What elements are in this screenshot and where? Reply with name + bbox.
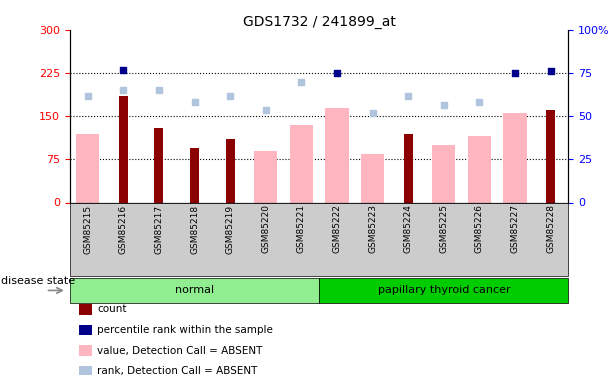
Bar bbox=[361, 154, 384, 203]
Text: disease state: disease state bbox=[1, 276, 75, 286]
Bar bbox=[190, 148, 199, 202]
Text: GSM85218: GSM85218 bbox=[190, 204, 199, 254]
Bar bbox=[432, 145, 455, 202]
Point bbox=[439, 102, 449, 108]
Point bbox=[332, 70, 342, 76]
Text: GSM85225: GSM85225 bbox=[440, 204, 448, 254]
Text: GSM85222: GSM85222 bbox=[333, 204, 342, 253]
Text: GSM85216: GSM85216 bbox=[119, 204, 128, 254]
Bar bbox=[226, 139, 235, 202]
Text: normal: normal bbox=[175, 285, 214, 296]
Text: GSM85224: GSM85224 bbox=[404, 204, 413, 253]
Bar bbox=[503, 113, 527, 202]
Bar bbox=[404, 134, 413, 202]
Point bbox=[368, 110, 378, 116]
Point bbox=[403, 93, 413, 99]
Point bbox=[226, 93, 235, 99]
Point bbox=[546, 68, 556, 74]
Text: count: count bbox=[97, 304, 127, 314]
Text: GSM85228: GSM85228 bbox=[546, 204, 555, 254]
Text: GSM85223: GSM85223 bbox=[368, 204, 377, 254]
Bar bbox=[290, 125, 313, 202]
Point bbox=[119, 67, 128, 73]
Point bbox=[190, 99, 199, 105]
Bar bbox=[468, 136, 491, 202]
Point bbox=[475, 99, 485, 105]
Point bbox=[83, 93, 92, 99]
Title: GDS1732 / 241899_at: GDS1732 / 241899_at bbox=[243, 15, 396, 29]
Text: GSM85227: GSM85227 bbox=[511, 204, 520, 254]
Text: GSM85219: GSM85219 bbox=[226, 204, 235, 254]
Point bbox=[261, 108, 271, 114]
Bar bbox=[325, 108, 348, 202]
Bar bbox=[154, 128, 164, 202]
Bar bbox=[76, 134, 99, 202]
Bar bbox=[546, 111, 555, 202]
Bar bbox=[254, 151, 277, 202]
Text: GSM85220: GSM85220 bbox=[261, 204, 271, 254]
Point bbox=[154, 87, 164, 93]
Point bbox=[297, 79, 306, 85]
Text: GSM85226: GSM85226 bbox=[475, 204, 484, 254]
Text: GSM85215: GSM85215 bbox=[83, 204, 92, 254]
Text: percentile rank within the sample: percentile rank within the sample bbox=[97, 325, 273, 335]
Bar bbox=[119, 96, 128, 202]
Text: papillary thyroid cancer: papillary thyroid cancer bbox=[378, 285, 510, 296]
Point bbox=[510, 70, 520, 76]
Text: rank, Detection Call = ABSENT: rank, Detection Call = ABSENT bbox=[97, 366, 258, 375]
Text: value, Detection Call = ABSENT: value, Detection Call = ABSENT bbox=[97, 346, 263, 355]
Point bbox=[119, 87, 128, 93]
Text: GSM85221: GSM85221 bbox=[297, 204, 306, 254]
Text: GSM85217: GSM85217 bbox=[154, 204, 164, 254]
